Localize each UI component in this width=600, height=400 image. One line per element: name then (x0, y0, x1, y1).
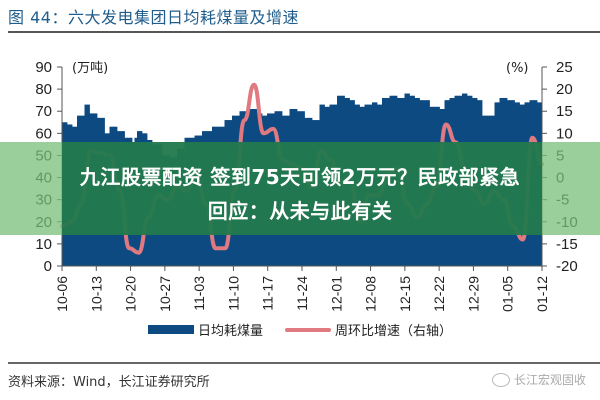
overlay-line-1: 九江股票配资 签到75天可领2万元？民政部紧急 (79, 165, 521, 189)
legend-bar-label: 日均耗煤量 (197, 324, 263, 339)
legend-item-line: 周环比增速（右轴） (285, 320, 452, 339)
x-axis-ticks: 10-06 10-13 10-20 10-27 11-03 11-10 11-17 11-24… (54, 266, 550, 312)
right-tick-label: 25 (556, 59, 573, 76)
overlay-line-2: 回应：从未与此有关 (207, 199, 393, 223)
x-tick-label: 12-08 (363, 276, 379, 312)
overlay-headline[interactable]: 九江股票配资 签到75天可领2万元？民政部紧急 回应：从未与此有关 (0, 160, 600, 228)
right-tick-label: -15 (556, 236, 578, 253)
x-tick-label: 01-05 (500, 276, 516, 312)
legend-item-bar: 日均耗煤量 (147, 320, 263, 339)
bar-swatch-icon (147, 325, 194, 334)
watermark: 长江宏观固收 (491, 371, 586, 388)
x-tick-label: 10-27 (157, 276, 173, 312)
x-tick-label: 12-29 (465, 276, 481, 312)
left-tick-label: 60 (35, 125, 52, 142)
left-tick-label: 10 (35, 236, 52, 253)
legend-line-label: 周环比增速（右轴） (335, 324, 453, 339)
right-tick-label: 15 (556, 103, 573, 120)
watermark-text: 长江宏观固收 (513, 373, 586, 387)
right-axis-unit: (%) (506, 61, 529, 76)
left-tick-label: 70 (35, 103, 52, 120)
overlay-banner-inner (62, 142, 542, 235)
left-tick-label: 90 (35, 59, 52, 76)
left-tick-label: 80 (35, 81, 52, 98)
x-tick-label: 11-03 (191, 276, 207, 311)
x-tick-label: 10-20 (123, 276, 139, 312)
bottom-divider (8, 362, 600, 364)
x-tick-label: 12-22 (431, 276, 447, 312)
x-tick-label: 12-01 (328, 276, 344, 312)
right-tick-label: 10 (556, 125, 573, 142)
x-tick-label: 11-17 (260, 276, 276, 311)
x-tick-label: 10-06 (54, 276, 70, 312)
line-swatch-icon (285, 327, 331, 332)
figure-title: 图 44：六大发电集团日均耗煤量及增速 (8, 8, 299, 27)
left-tick-label: 0 (44, 258, 52, 275)
x-tick-label: 01-12 (534, 276, 550, 312)
x-tick-label: 11-24 (294, 276, 310, 311)
source-note: 资料来源：Wind，长江证券研究所 (8, 375, 210, 390)
x-tick-label: 10-13 (88, 276, 104, 312)
left-axis-unit: (万吨) (72, 61, 108, 76)
wechat-icon (491, 372, 510, 387)
top-divider (8, 31, 600, 33)
overlay-banner[interactable]: 九江股票配资 签到75天可领2万元？民政部紧急 回应：从未与此有关 (0, 142, 600, 235)
right-tick-label: -20 (556, 258, 578, 275)
legend: 日均耗煤量 周环比增速（右轴） (0, 320, 600, 339)
x-tick-label: 12-15 (397, 276, 413, 312)
x-tick-label: 11-10 (225, 276, 241, 311)
right-tick-label: 20 (556, 81, 573, 98)
